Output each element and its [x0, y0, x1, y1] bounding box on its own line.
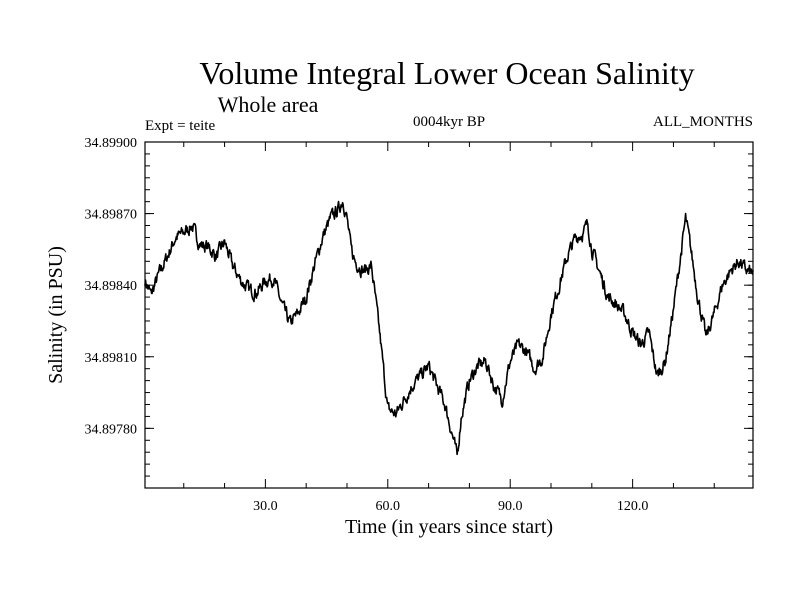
salinity-series-line	[144, 200, 754, 456]
x-axis: 30.0 60.0 90.0 120.0	[183, 142, 715, 514]
x-tick-label: 120.0	[617, 499, 649, 514]
x-tick-label: 30.0	[253, 499, 278, 514]
months-note: ALL_MONTHS	[653, 114, 753, 130]
x-tick-label: 90.0	[498, 499, 523, 514]
experiment-note: Expt = teite	[145, 118, 215, 134]
y-tick-label: 34.89900	[85, 136, 138, 151]
y-tick-label: 34.89840	[85, 279, 138, 294]
plot-frame	[144, 141, 754, 489]
period-note: 0004kyr BP	[413, 114, 485, 130]
y-tick-label: 34.89870	[85, 208, 138, 223]
x-tick-label: 60.0	[376, 499, 401, 514]
x-axis-label: Time (in years since start)	[345, 516, 553, 538]
y-axis: 34.89900 34.89870 34.89840 34.89810 34.89780	[85, 136, 753, 489]
y-tick-label: 34.89780	[85, 422, 138, 437]
y-tick-label: 34.89810	[85, 351, 138, 366]
chart-subtitle: Whole area	[218, 92, 319, 117]
y-axis-label: Salinity (in PSU)	[45, 246, 67, 384]
chart-title: Volume Integral Lower Ocean Salinity	[199, 55, 694, 91]
